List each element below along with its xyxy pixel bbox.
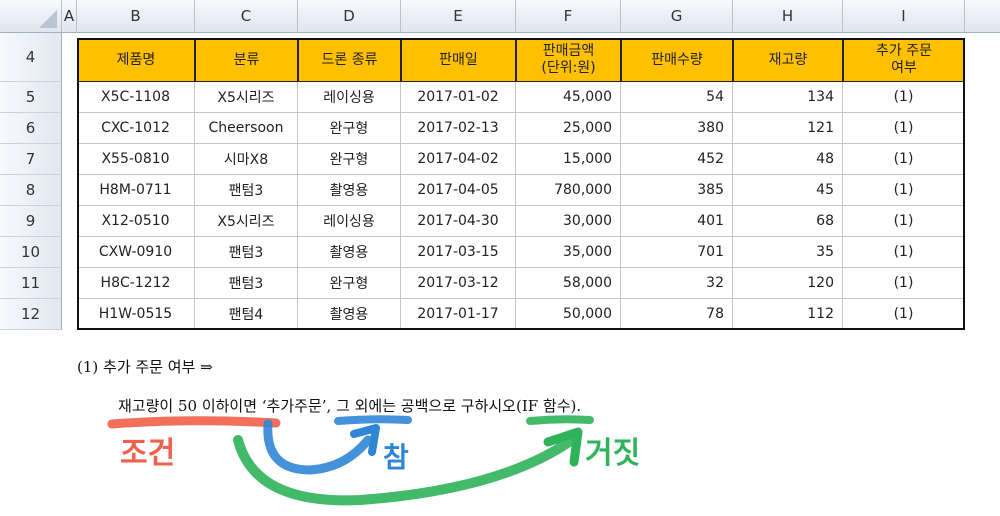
- cell-qty[interactable]: 385: [621, 175, 733, 206]
- cell-qty[interactable]: 701: [621, 237, 733, 268]
- question-body: 재고량이 50 이하이면 ‘추가주문’, 그 외에는 공백으로 구하시오(IF …: [118, 397, 582, 415]
- cell-drone-type[interactable]: 완구형: [298, 113, 401, 144]
- row-header[interactable]: 9: [0, 206, 62, 237]
- row-header-4[interactable]: 4: [0, 33, 62, 82]
- cell-category[interactable]: 팬텀3: [195, 175, 298, 206]
- row-header[interactable]: 8: [0, 175, 62, 206]
- header-cell-drone-type[interactable]: 드론 종류: [298, 38, 401, 82]
- header-cell-amount[interactable]: 판매금액 (단위:원): [516, 38, 621, 82]
- cell-product[interactable]: CXC-1012: [77, 113, 195, 144]
- cell-drone-type[interactable]: 촬영용: [298, 175, 401, 206]
- cell-stock[interactable]: 121: [733, 113, 843, 144]
- cell-sale-date[interactable]: 2017-02-13: [401, 113, 516, 144]
- condition-label: 조건: [120, 436, 176, 471]
- column-header-e[interactable]: E: [401, 0, 516, 33]
- cell-qty[interactable]: 54: [621, 82, 733, 113]
- false-label: 거짓: [585, 436, 641, 471]
- cell-category[interactable]: X5시리즈: [195, 82, 298, 113]
- column-header-i[interactable]: I: [843, 0, 965, 33]
- cell-product[interactable]: H8M-0711: [77, 175, 195, 206]
- false-underline: [526, 415, 594, 425]
- true-underline: [334, 415, 412, 425]
- cell-product[interactable]: X55-0810: [77, 144, 195, 175]
- cell-amount[interactable]: 780,000: [516, 175, 621, 206]
- row-header[interactable]: 10: [0, 237, 62, 268]
- column-header-g[interactable]: G: [621, 0, 733, 33]
- header-extra-line1: 추가 주문: [876, 43, 932, 59]
- cell-drone-type[interactable]: 촬영용: [298, 237, 401, 268]
- header-amount-line1: 판매금액: [542, 43, 595, 59]
- cell-drone-type[interactable]: 레이싱용: [298, 82, 401, 113]
- cell-sale-date[interactable]: 2017-01-02: [401, 82, 516, 113]
- column-header-f[interactable]: F: [516, 0, 621, 33]
- cell-sale-date[interactable]: 2017-04-30: [401, 206, 516, 237]
- column-header-b[interactable]: B: [77, 0, 195, 33]
- row-header[interactable]: 5: [0, 82, 62, 113]
- cell-drone-type[interactable]: 완구형: [298, 268, 401, 299]
- column-header-c[interactable]: C: [195, 0, 298, 33]
- row-header[interactable]: 11: [0, 268, 62, 299]
- cell-qty[interactable]: 380: [621, 113, 733, 144]
- cell-drone-type[interactable]: 레이싱용: [298, 206, 401, 237]
- cell-stock[interactable]: 120: [733, 268, 843, 299]
- cell-amount[interactable]: 35,000: [516, 237, 621, 268]
- cell-qty[interactable]: 32: [621, 268, 733, 299]
- cell-qty[interactable]: 452: [621, 144, 733, 175]
- cell-stock[interactable]: 68: [733, 206, 843, 237]
- row-header[interactable]: 12: [0, 299, 62, 330]
- cell-amount[interactable]: 30,000: [516, 206, 621, 237]
- cell-drone-type[interactable]: 완구형: [298, 144, 401, 175]
- false-arrowhead-icon: [543, 427, 583, 467]
- cell-amount[interactable]: 58,000: [516, 268, 621, 299]
- true-arrowhead-icon: [350, 424, 380, 456]
- cell-sale-date[interactable]: 2017-04-05: [401, 175, 516, 206]
- question-title: (1) 추가 주문 여부 ⇒: [77, 358, 213, 376]
- column-header-a[interactable]: A: [62, 0, 77, 33]
- true-arrow: [263, 419, 373, 475]
- cell-product[interactable]: H8C-1212: [77, 268, 195, 299]
- cell-category[interactable]: 팬텀3: [195, 268, 298, 299]
- true-label: 참: [383, 441, 409, 474]
- cell-category[interactable]: 팬텀3: [195, 237, 298, 268]
- cell-sale-date[interactable]: 2017-03-12: [401, 268, 516, 299]
- header-amount-line2: (단위:원): [541, 60, 596, 76]
- spreadsheet: A B C D E F G H I 4 5 6 7 8 9 10 11 12 제…: [0, 0, 1000, 330]
- cell-product[interactable]: X12-0510: [77, 206, 195, 237]
- header-cell-product[interactable]: 제품명: [77, 38, 195, 82]
- row-header[interactable]: 7: [0, 144, 62, 175]
- select-all-corner[interactable]: [0, 0, 62, 33]
- cell-product[interactable]: CXW-0910: [77, 237, 195, 268]
- cell-category[interactable]: Cheersoon: [195, 113, 298, 144]
- header-cell-qty[interactable]: 판매수량: [621, 38, 733, 82]
- cell-stock[interactable]: 134: [733, 82, 843, 113]
- cell-sale-date[interactable]: 2017-04-02: [401, 144, 516, 175]
- cell-qty[interactable]: 401: [621, 206, 733, 237]
- column-header-blank: [965, 0, 1000, 33]
- header-cell-stock[interactable]: 재고량: [733, 38, 843, 82]
- header-cell-extra-order[interactable]: 추가 주문 여부: [843, 38, 965, 82]
- false-arrow: [233, 435, 577, 506]
- select-all-triangle-icon: [39, 10, 57, 28]
- cell-category[interactable]: X5시리즈: [195, 206, 298, 237]
- row-header[interactable]: 6: [0, 113, 62, 144]
- cell-stock[interactable]: 35: [733, 237, 843, 268]
- cell-stock[interactable]: 45: [733, 175, 843, 206]
- column-header-h[interactable]: H: [733, 0, 843, 33]
- cell-amount[interactable]: 45,000: [516, 82, 621, 113]
- cell-product[interactable]: X5C-1108: [77, 82, 195, 113]
- header-cell-sale-date[interactable]: 판매일: [401, 38, 516, 82]
- cell-category[interactable]: 시마X8: [195, 144, 298, 175]
- column-header-d[interactable]: D: [298, 0, 401, 33]
- cell-sale-date[interactable]: 2017-03-15: [401, 237, 516, 268]
- condition-underline: [107, 416, 281, 429]
- cell-amount[interactable]: 25,000: [516, 113, 621, 144]
- header-extra-line2: 여부: [891, 60, 917, 76]
- cell-stock[interactable]: 48: [733, 144, 843, 175]
- cell-amount[interactable]: 15,000: [516, 144, 621, 175]
